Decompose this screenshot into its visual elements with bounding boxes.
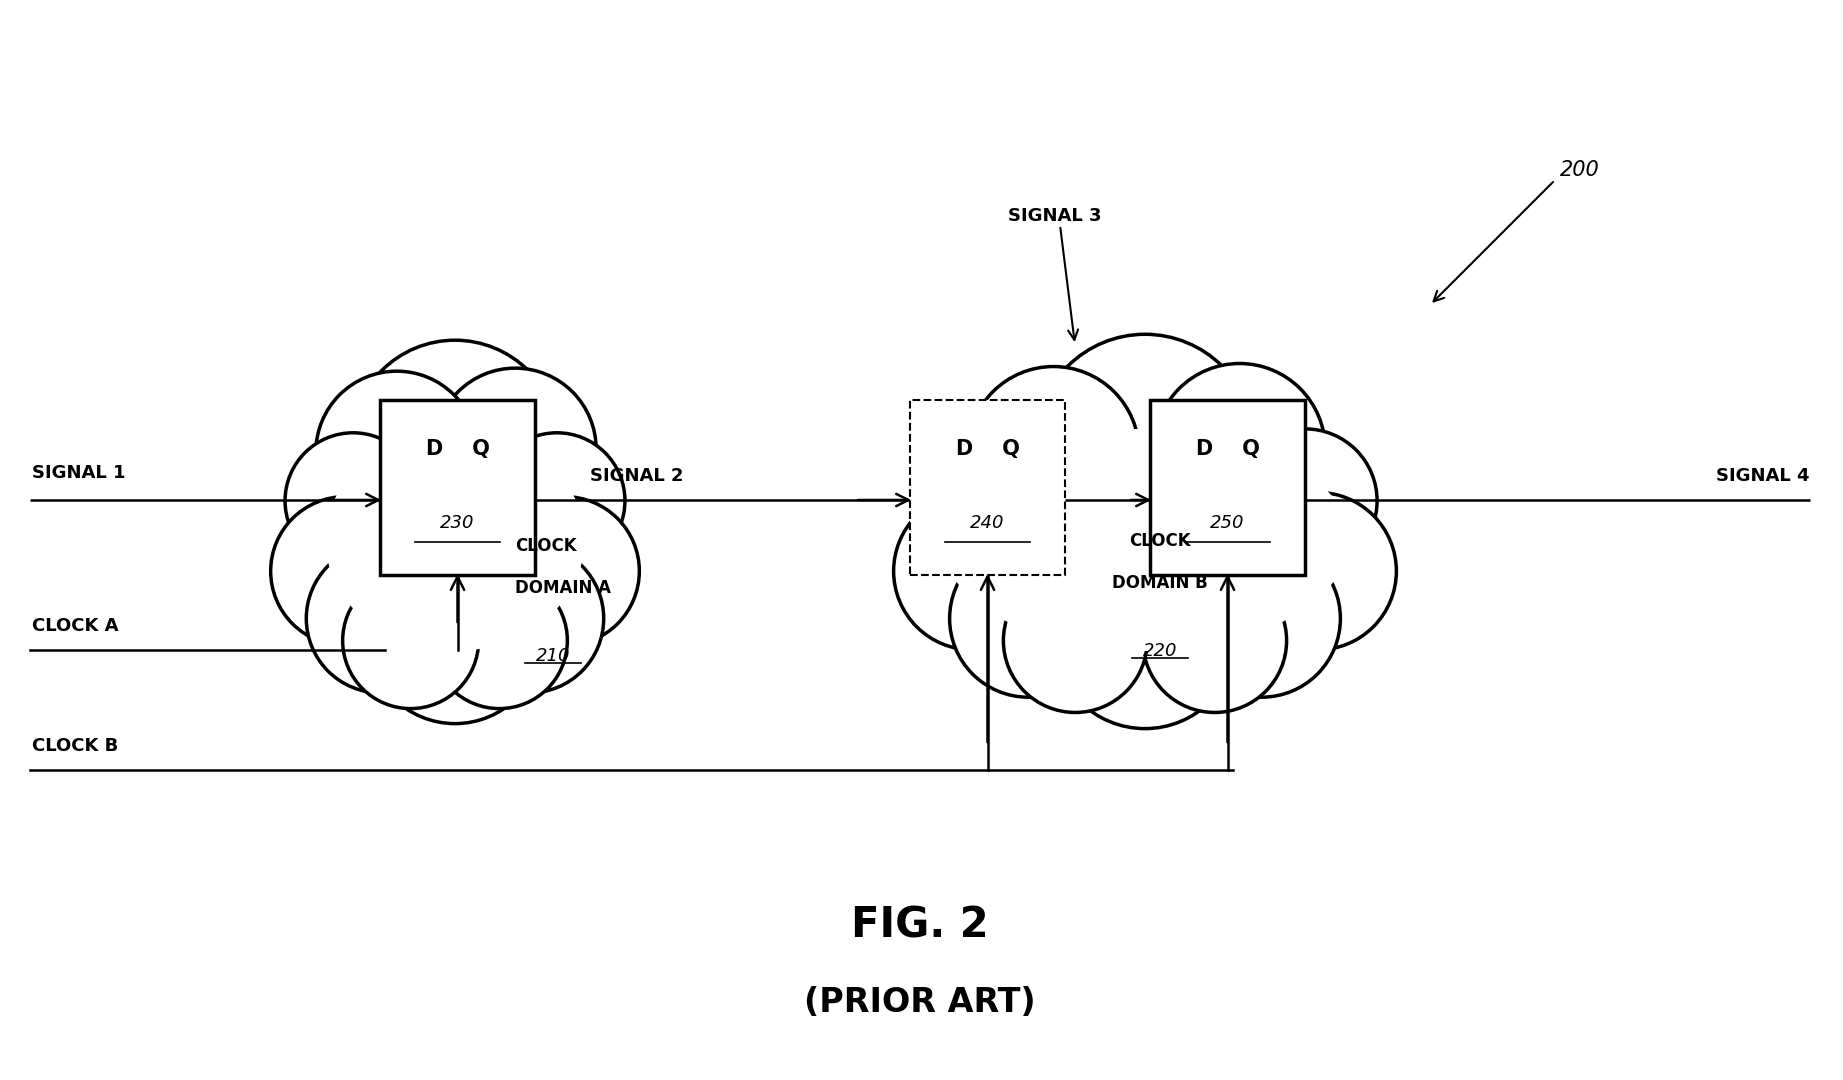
Text: CLOCK A: CLOCK A (31, 617, 118, 635)
Text: SIGNAL 4: SIGNAL 4 (1716, 467, 1810, 485)
Text: 200: 200 (1559, 160, 1600, 180)
Text: SIGNAL 2: SIGNAL 2 (590, 467, 684, 485)
Text: SIGNAL 1: SIGNAL 1 (31, 464, 125, 482)
Text: 240: 240 (969, 513, 1004, 531)
Text: (PRIOR ART): (PRIOR ART) (804, 985, 1036, 1018)
Text: D    Q: D Q (1196, 438, 1259, 459)
Circle shape (1036, 335, 1255, 553)
Text: DOMAIN B: DOMAIN B (1111, 573, 1207, 592)
Text: D    Q: D Q (955, 438, 1019, 459)
Circle shape (1052, 544, 1237, 729)
Circle shape (435, 368, 595, 530)
Text: 250: 250 (1211, 513, 1244, 531)
Circle shape (894, 492, 1051, 650)
Circle shape (455, 544, 605, 693)
Text: DOMAIN A: DOMAIN A (514, 579, 612, 597)
Circle shape (912, 429, 1056, 572)
Circle shape (968, 366, 1139, 538)
Ellipse shape (942, 429, 1349, 651)
Circle shape (315, 372, 477, 534)
Circle shape (1003, 569, 1146, 713)
FancyBboxPatch shape (380, 400, 534, 575)
Text: SIGNAL 3: SIGNAL 3 (1008, 207, 1102, 225)
Circle shape (488, 433, 625, 569)
FancyBboxPatch shape (1150, 400, 1305, 575)
Circle shape (352, 340, 558, 548)
Circle shape (949, 540, 1108, 698)
Circle shape (490, 497, 640, 646)
Circle shape (431, 572, 568, 708)
Circle shape (367, 549, 542, 724)
Circle shape (1143, 569, 1286, 713)
Ellipse shape (326, 429, 584, 651)
Ellipse shape (920, 410, 1371, 670)
Text: CLOCK B: CLOCK B (31, 737, 118, 755)
Text: CLOCK: CLOCK (1130, 532, 1191, 550)
Circle shape (306, 544, 455, 693)
Ellipse shape (311, 410, 599, 670)
Circle shape (1233, 429, 1377, 572)
Text: D    Q: D Q (426, 438, 490, 459)
Circle shape (1154, 364, 1325, 535)
Circle shape (343, 572, 479, 708)
FancyBboxPatch shape (910, 400, 1065, 575)
Circle shape (286, 433, 420, 569)
Text: CLOCK: CLOCK (514, 537, 577, 555)
Circle shape (271, 497, 420, 646)
Text: 220: 220 (1143, 642, 1178, 660)
Circle shape (1183, 540, 1340, 698)
Text: FIG. 2: FIG. 2 (851, 904, 990, 946)
Circle shape (1238, 492, 1397, 650)
Text: 210: 210 (536, 647, 569, 665)
Text: 230: 230 (440, 513, 475, 531)
